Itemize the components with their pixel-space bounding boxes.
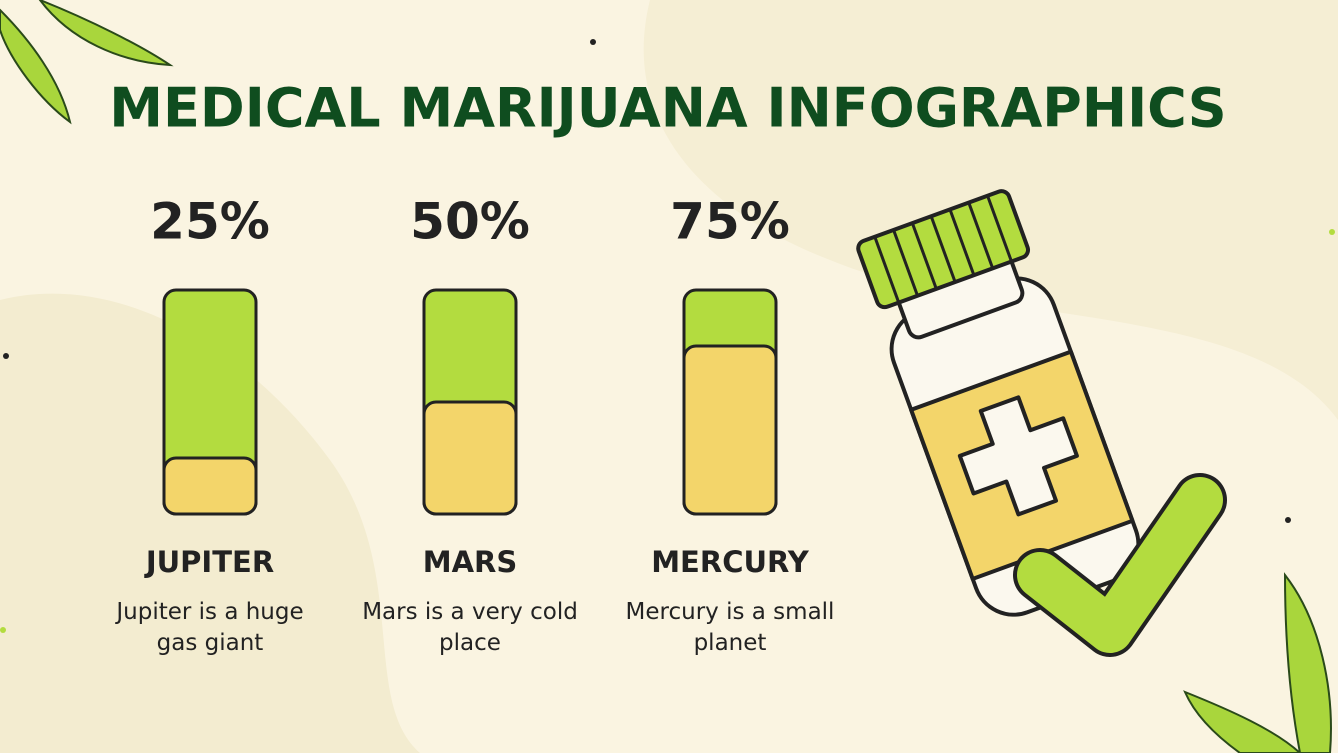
value-label: 25% xyxy=(150,193,270,251)
dot xyxy=(0,627,6,633)
category-label: JUPITER xyxy=(144,545,274,579)
bar xyxy=(682,344,778,516)
dot xyxy=(1285,517,1291,523)
chart-title: MEDICAL MARIJUANA INFOGRAPHICS xyxy=(109,77,1226,140)
category-description: Mars is a very cold place xyxy=(362,599,578,656)
category-label: MARS xyxy=(423,545,518,579)
value-label: 75% xyxy=(670,193,790,251)
dot xyxy=(1329,229,1335,235)
dot xyxy=(3,353,9,359)
bottle-illustration xyxy=(856,189,1141,617)
background-blob xyxy=(0,293,420,753)
category-description: Mercury is a small planet xyxy=(625,599,835,656)
bar xyxy=(422,400,518,516)
value-label: 50% xyxy=(410,193,530,251)
dot xyxy=(590,39,596,45)
checkmark xyxy=(1017,477,1223,653)
category-label: MERCURY xyxy=(651,545,810,579)
category-description: Jupiter is a huge gas giant xyxy=(116,599,304,656)
bar xyxy=(162,456,258,516)
